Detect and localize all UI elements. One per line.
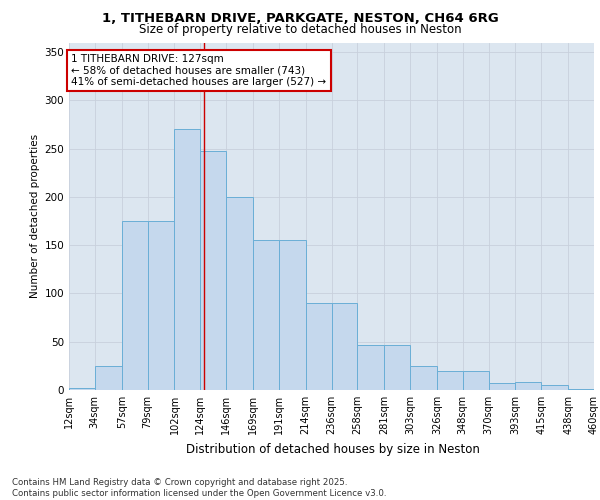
Bar — [279, 240, 306, 390]
Bar — [148, 221, 175, 390]
Bar — [437, 370, 463, 390]
Bar — [463, 370, 488, 390]
Text: Contains HM Land Registry data © Crown copyright and database right 2025.
Contai: Contains HM Land Registry data © Crown c… — [12, 478, 386, 498]
Text: Distribution of detached houses by size in Neston: Distribution of detached houses by size … — [186, 442, 480, 456]
Bar — [253, 240, 279, 390]
Bar — [306, 303, 331, 390]
Bar — [410, 366, 437, 390]
Bar — [331, 303, 357, 390]
Bar — [69, 388, 95, 390]
Text: Size of property relative to detached houses in Neston: Size of property relative to detached ho… — [139, 22, 461, 36]
Bar — [175, 130, 200, 390]
Bar — [95, 366, 122, 390]
Bar — [568, 389, 594, 390]
Bar — [226, 197, 253, 390]
Bar — [200, 150, 226, 390]
Bar — [384, 344, 410, 390]
Bar — [488, 383, 515, 390]
Bar — [515, 382, 541, 390]
Bar — [122, 221, 148, 390]
Y-axis label: Number of detached properties: Number of detached properties — [30, 134, 40, 298]
Text: 1 TITHEBARN DRIVE: 127sqm
← 58% of detached houses are smaller (743)
41% of semi: 1 TITHEBARN DRIVE: 127sqm ← 58% of detac… — [71, 54, 326, 88]
Bar — [541, 385, 568, 390]
Bar — [357, 344, 384, 390]
Text: 1, TITHEBARN DRIVE, PARKGATE, NESTON, CH64 6RG: 1, TITHEBARN DRIVE, PARKGATE, NESTON, CH… — [101, 12, 499, 26]
